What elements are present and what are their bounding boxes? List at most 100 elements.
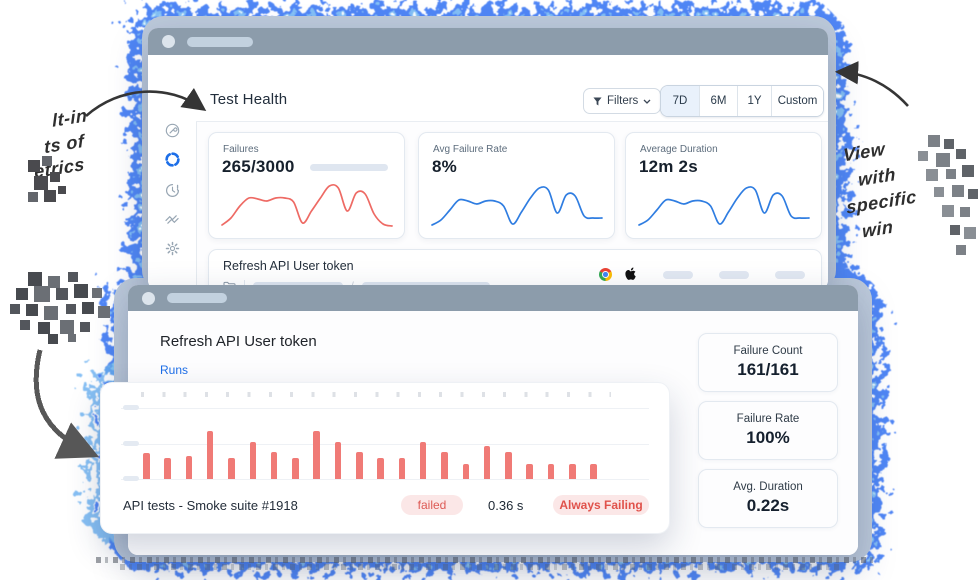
pixel-block <box>28 160 40 172</box>
pixel-block <box>944 139 954 149</box>
run-bar <box>143 453 150 479</box>
run-bar <box>228 458 235 479</box>
sidebar-trend-icon[interactable] <box>163 210 181 228</box>
window-dot <box>142 291 155 305</box>
status-badge-failed: failed <box>401 495 463 515</box>
pixel-block <box>28 272 42 286</box>
gridline <box>121 444 649 445</box>
run-bar <box>462 464 469 479</box>
run-bar <box>441 452 448 479</box>
pixel-block <box>964 227 976 239</box>
stat-label: Avg. Duration <box>733 481 803 493</box>
sidebar-gear-icon[interactable] <box>163 239 181 257</box>
run-bar <box>547 464 555 479</box>
check-row-refresh-api-user-token[interactable]: Refresh API User token / <box>208 249 822 290</box>
filters-label: Filters <box>607 95 639 107</box>
gridline <box>121 408 649 409</box>
metric-card-failures: Failures 265/3000 <box>208 132 405 239</box>
gridline <box>121 479 649 480</box>
check-title: Refresh API User token <box>160 333 317 350</box>
run-bar <box>270 452 278 479</box>
stat-value: 100% <box>746 428 790 447</box>
stat-card-failure-rate: Failure Rate 100% <box>698 401 838 460</box>
pixel-block <box>962 165 974 177</box>
sidebar-history-alert-icon[interactable] <box>163 181 181 199</box>
pixel-block <box>956 245 966 255</box>
pixel-block <box>82 302 94 314</box>
pixel-arrow-to-runs-card <box>33 349 100 459</box>
arrow-to-time-range <box>834 61 909 107</box>
pixel-block <box>42 156 52 166</box>
run-bar <box>526 464 533 479</box>
pixel-block <box>34 176 48 190</box>
pixel-block <box>56 288 68 300</box>
pixel-block <box>918 151 928 161</box>
left-note-line: lt-in <box>51 105 88 131</box>
range-button-7d[interactable]: 7D <box>661 86 699 116</box>
metric-label: Failures <box>223 144 259 155</box>
run-bar <box>206 431 214 479</box>
skeleton-pill <box>663 270 693 279</box>
run-bar <box>292 458 299 479</box>
metric-card-avg-failure-rate: Avg Failure Rate 8% <box>418 132 615 239</box>
skeleton-pill <box>775 270 805 279</box>
pixel-noise-strip <box>96 557 878 563</box>
pixel-block <box>20 320 30 330</box>
pixel-block <box>946 169 956 179</box>
sidebar <box>148 55 197 290</box>
pixel-block <box>74 284 88 298</box>
pixel-block <box>956 149 966 159</box>
axis-tick-skeleton <box>123 405 139 410</box>
sidebar-sync-icon[interactable] <box>163 150 181 168</box>
run-bar <box>313 431 320 479</box>
filter-funnel-icon <box>593 96 602 106</box>
pixel-block <box>98 306 110 318</box>
range-button-custom[interactable]: Custom <box>771 86 823 116</box>
pixel-block <box>92 288 102 298</box>
time-range-group: 7D 6M 1Y Custom <box>660 85 824 117</box>
pixel-block <box>10 304 20 314</box>
sidebar-wrench-icon[interactable] <box>163 121 181 139</box>
tab-runs[interactable]: Runs <box>160 363 189 377</box>
pixel-block <box>48 334 58 344</box>
test-health-window: Test Health Filters 7D 6M 1Y Custom Failure… <box>148 28 828 290</box>
metric-value: 12m 2s <box>639 157 698 176</box>
range-button-6m[interactable]: 6M <box>699 86 737 116</box>
pixel-block <box>928 135 940 147</box>
run-bar <box>334 442 342 479</box>
run-bar <box>483 446 491 479</box>
stat-card-avg-duration: Avg. Duration 0.22s <box>698 469 838 528</box>
stat-label: Failure Count <box>733 345 803 357</box>
run-bar <box>398 458 406 479</box>
run-name: API tests - Smoke suite #1918 <box>123 498 298 513</box>
stat-value: 161/161 <box>737 360 799 379</box>
skeleton-bar <box>310 164 388 171</box>
stat-value: 0.22s <box>746 496 790 515</box>
pixel-block <box>44 306 58 320</box>
run-bar <box>569 464 576 479</box>
metric-value: 265/3000 <box>222 157 295 176</box>
chrome-icon <box>599 268 612 281</box>
run-duration: 0.36 s <box>488 498 524 513</box>
runs-bar-chart <box>101 383 669 493</box>
pixel-block <box>26 304 38 316</box>
window-body: Test Health Filters 7D 6M 1Y Custom Failure… <box>148 55 828 290</box>
window-dot <box>162 35 175 48</box>
url-bar-placeholder <box>187 36 253 47</box>
metric-value: 8% <box>432 157 457 176</box>
pixel-block <box>960 207 970 217</box>
pixel-block <box>48 276 60 288</box>
pixel-block <box>28 192 38 202</box>
range-button-1y[interactable]: 1Y <box>737 86 771 116</box>
pixel-block <box>58 186 66 194</box>
filters-button[interactable]: Filters <box>583 88 662 114</box>
pixel-block <box>50 172 60 182</box>
run-bar <box>377 458 384 479</box>
metric-label: Avg Failure Rate <box>433 144 508 155</box>
failures-sparkline <box>221 183 393 227</box>
run-bar <box>590 464 597 479</box>
pixel-block <box>950 225 960 235</box>
pixel-block <box>936 153 950 167</box>
metric-label: Average Duration <box>640 144 718 155</box>
run-detail-card: API tests - Smoke suite #1918 failed 0.3… <box>100 382 670 534</box>
